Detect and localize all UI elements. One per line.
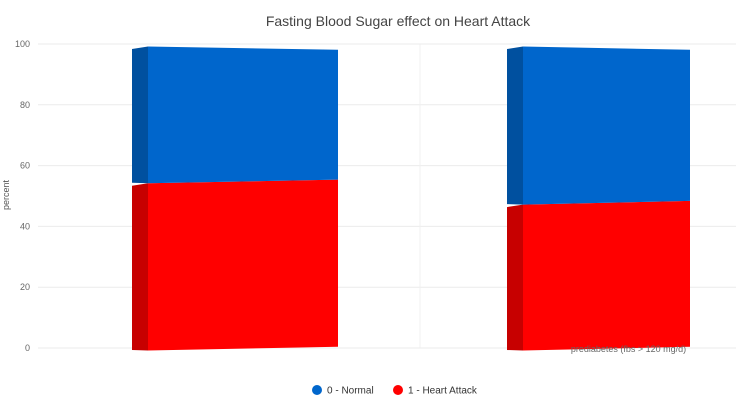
legend-label: 1 - Heart Attack bbox=[408, 386, 478, 397]
bar-segment bbox=[523, 200, 690, 351]
y-tick-label: 60 bbox=[20, 161, 30, 171]
bar-side bbox=[507, 204, 523, 351]
legend-swatch bbox=[393, 385, 403, 395]
y-tick-label: 20 bbox=[20, 282, 30, 292]
y-tick-label: 100 bbox=[15, 39, 30, 49]
y-axis-label: percent bbox=[1, 179, 11, 210]
legend: 0 - Normal 1 - Heart Attack bbox=[312, 385, 478, 397]
legend-label: 0 - Normal bbox=[327, 386, 374, 397]
y-tick-label: 0 bbox=[25, 343, 30, 353]
bar-segment bbox=[148, 46, 338, 184]
chart-title: Fasting Blood Sugar effect on Heart Atta… bbox=[266, 13, 531, 29]
labels: prediabetes (fbs > 120 mg/d) bbox=[571, 344, 686, 354]
bar-side bbox=[132, 183, 148, 351]
legend-swatch bbox=[312, 385, 322, 395]
bar-side bbox=[507, 46, 523, 205]
x-tick-label: prediabetes (fbs > 120 mg/d) bbox=[571, 344, 686, 354]
bars bbox=[132, 46, 690, 351]
y-tick-label: 80 bbox=[20, 100, 30, 110]
y-tick-label: 40 bbox=[20, 221, 30, 231]
bar-side bbox=[132, 46, 148, 184]
bar-segment bbox=[523, 46, 690, 205]
bar-segment bbox=[148, 179, 338, 351]
